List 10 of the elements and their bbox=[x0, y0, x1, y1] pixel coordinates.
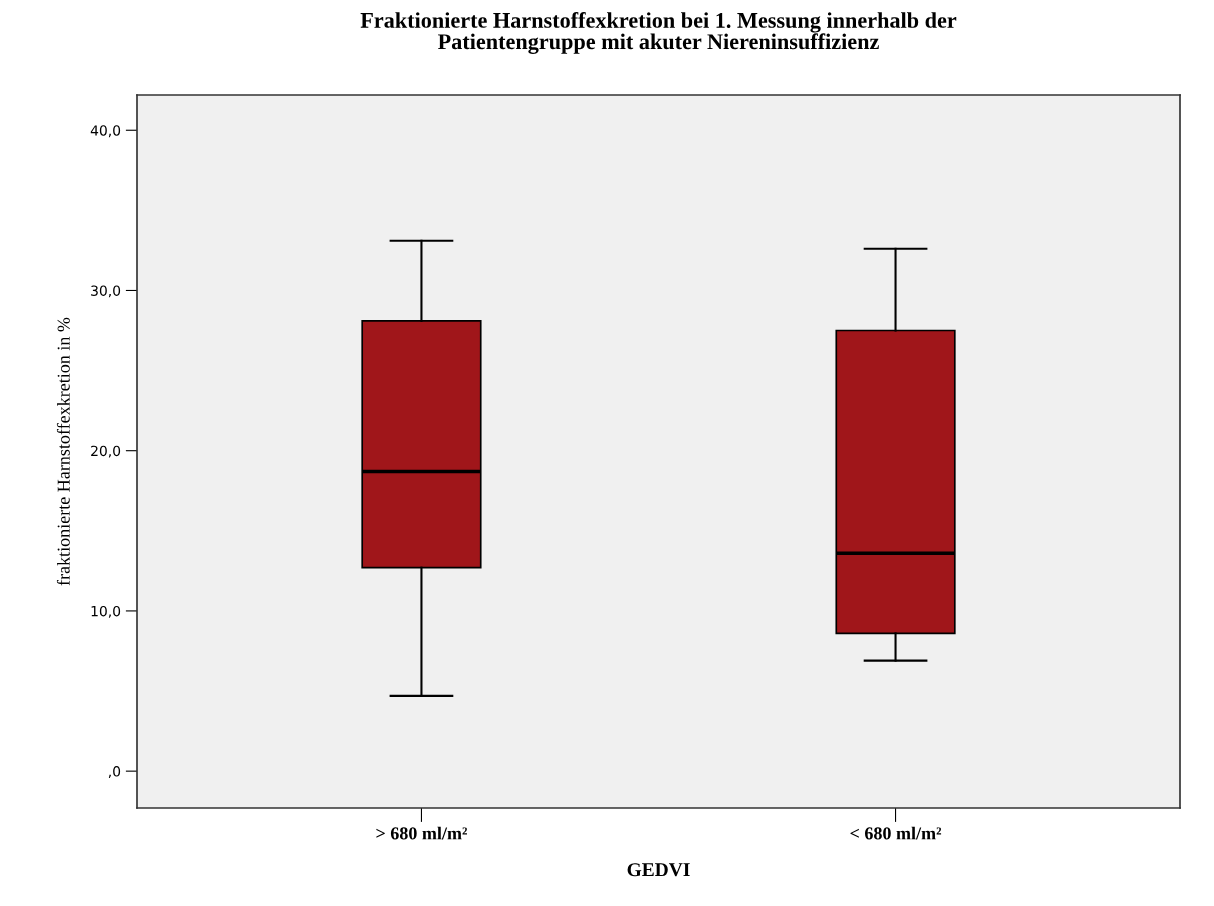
y-tick-label: ,0 bbox=[108, 766, 121, 779]
y-tick-label: 20,0 bbox=[91, 445, 121, 458]
chart-title: Fraktionierte Harnstoffexkretion bei 1. Messung innerhalb der Patientengruppe mit akuter Niereninsuffizienz bbox=[360, 12, 957, 54]
y-tick-label: 10,0 bbox=[91, 605, 121, 618]
y-tick-label: 40,0 bbox=[90, 125, 121, 138]
y-axis-title: fraktionierte Harnstoffexkretion in % bbox=[56, 317, 70, 586]
x-tick-label: > 680 ml/m² bbox=[376, 826, 467, 840]
x-axis-title: GEDVI bbox=[627, 863, 690, 877]
x-tick-label: < 680 ml/m² bbox=[850, 826, 942, 840]
y-tick-label: 30,0 bbox=[91, 285, 121, 298]
